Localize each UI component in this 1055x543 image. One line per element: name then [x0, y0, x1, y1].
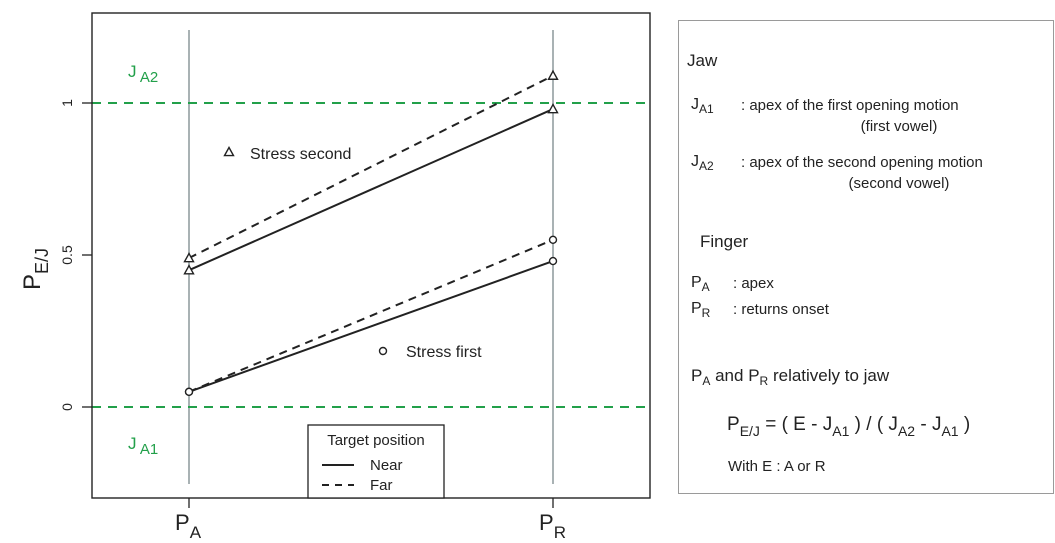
reference-label-a1: J A1: [128, 434, 158, 458]
ja1-symbol: JA1: [691, 96, 714, 116]
ja1-main: J: [691, 96, 699, 113]
ja1-sub: A1: [699, 102, 714, 116]
triangle-marker-stress-second-near-1: [547, 103, 559, 114]
finger-heading: Finger: [700, 232, 749, 251]
ja2-description-2: (second vowel): [848, 175, 950, 192]
legend-label-far: Far: [370, 477, 393, 494]
series-line-stress-second-far: [188, 74, 554, 259]
triangle-marker-stress-second-near-0: [183, 264, 195, 275]
formula-b-sub: A2: [897, 423, 916, 439]
annotation-triangle-marker: [223, 146, 235, 157]
formula-c-sub: A1: [941, 423, 959, 439]
reference-label-a2: J A2: [128, 62, 158, 86]
annotation-text-1: Stress first: [406, 344, 482, 361]
formula: PE/J = ( E - JA1 ) / ( JA2 - JA1 ): [727, 414, 971, 439]
formula-a: = ( E - J: [765, 414, 833, 435]
y-tick-label-2: 1: [59, 99, 75, 107]
pa-main: P: [691, 274, 702, 291]
series-line-stress-second-near: [188, 108, 554, 272]
pr-main: P: [691, 300, 702, 317]
formula-p: P: [727, 414, 740, 435]
series-lines: [188, 74, 554, 393]
y-tick-label-1: 0.5: [59, 245, 75, 265]
with-e-note: With E : A or R: [728, 458, 826, 475]
relative-p2: P: [748, 366, 760, 385]
formula-d: ): [963, 414, 971, 435]
relative-s1: A: [702, 374, 711, 388]
legend-title: Target position: [327, 432, 425, 449]
pr-description: : returns onset: [733, 301, 829, 318]
circle-marker-stress-first-near-1: [548, 256, 558, 266]
jaw-heading: Jaw: [687, 51, 718, 70]
series-line-stress-first-near: [188, 260, 554, 393]
triangle-marker-stress-second-far-0: [183, 252, 195, 263]
pa-description: : apex: [733, 275, 774, 292]
formula-p-sub: E/J: [739, 423, 760, 439]
pa-symbol: PA: [691, 274, 710, 294]
ja2-sub: A2: [699, 159, 714, 173]
y-tick-label-0: 0: [59, 403, 75, 411]
series-line-stress-first-far: [188, 238, 554, 393]
relative-s2: R: [759, 374, 769, 388]
x-tick-label-1: PR: [539, 510, 566, 542]
annotation-text-0: Stress second: [250, 146, 351, 163]
ja2-main: J: [691, 153, 699, 170]
y-axis-label: PE/J: [19, 248, 52, 290]
vertical-guide-lines: [188, 30, 554, 484]
formula-a-sub: A1: [832, 423, 850, 439]
x-tick-label-0: PA: [175, 510, 202, 542]
relative-tail: relatively to jaw: [772, 366, 890, 385]
definitions-panel: Jaw JA1 : apex of the first opening moti…: [678, 20, 1054, 494]
relative-mid: and: [715, 366, 744, 385]
legend: Target position Near Far: [307, 424, 445, 499]
pr-symbol: PR: [691, 300, 711, 320]
pr-sub: R: [701, 306, 711, 320]
annotation-circle-marker: [378, 346, 388, 356]
ja1-description: : apex of the first opening motion: [741, 97, 959, 114]
reference-lines: J A2 J A1: [92, 62, 650, 458]
ja2-symbol: JA2: [691, 153, 714, 173]
circle-marker-stress-first-far-0: [184, 387, 194, 396]
formula-c: - J: [920, 414, 942, 435]
circle-marker-stress-first-far-1: [548, 235, 558, 245]
ja1-description-2: (first vowel): [860, 118, 938, 135]
annotations: Stress second Stress first: [223, 146, 482, 361]
formula-b: ) / ( J: [854, 414, 898, 435]
pa-sub: A: [701, 280, 710, 294]
relative-p1: P: [691, 366, 703, 385]
legend-box: [307, 424, 445, 499]
triangle-marker-stress-second-far-1: [547, 69, 559, 80]
relative-heading: PA and PR relatively to jaw: [691, 366, 890, 388]
series-markers: [183, 69, 559, 396]
axes: 0 0.5 1 PA PR PE/J: [19, 99, 566, 542]
legend-label-near: Near: [370, 457, 403, 474]
ja2-description: : apex of the second opening motion: [741, 154, 983, 171]
